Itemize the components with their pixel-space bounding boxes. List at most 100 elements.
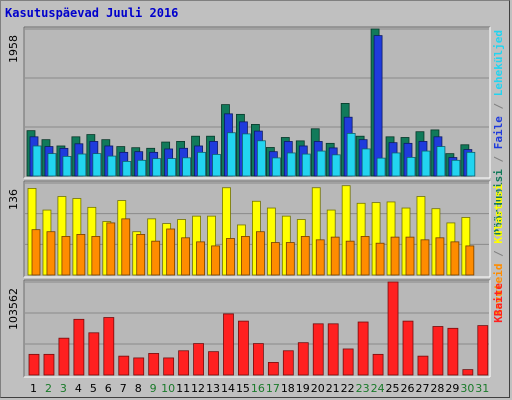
bar-top-lehek-ljed-day-16	[256, 140, 266, 177]
bar-top-lehek-ljed-day-14	[227, 132, 236, 177]
bar-bottom-kbaite-day-3	[58, 337, 70, 376]
bar-top-lehek-ljed-day-5	[92, 153, 102, 177]
bar-middle-arvuteid-day-10	[166, 228, 176, 276]
bar-middle-arvuteid-day-4	[76, 234, 86, 276]
x-tick-label-day-15: 15	[236, 382, 250, 395]
bar-bottom-kbaite-day-6	[103, 317, 115, 376]
bar-middle-arvuteid-day-29	[450, 241, 460, 276]
legend-entry: Leheküljed	[492, 30, 505, 96]
bar-middle-arvuteid-day-18	[285, 242, 295, 276]
bar-top-lehek-ljed-day-29	[451, 159, 461, 177]
panel-middle-ymax-label: 136	[7, 189, 20, 210]
bar-bottom-kbaite-day-23	[357, 321, 369, 376]
x-tick-label-day-3: 3	[60, 382, 67, 395]
bar-bottom-kbaite-day-4	[73, 318, 85, 376]
bar-middle-arvuteid-day-13	[211, 245, 220, 276]
bar-middle-arvuteid-day-30	[465, 245, 475, 276]
bar-top-lehek-ljed-day-23	[361, 148, 371, 177]
bar-middle-arvuteid-day-1	[31, 229, 41, 276]
x-tick-label-day-31: 31	[475, 382, 489, 395]
x-tick-label-day-28: 28	[430, 382, 444, 395]
x-tick-label-day-29: 29	[445, 382, 459, 395]
bar-bottom-kbaite-day-24	[372, 353, 384, 376]
x-tick-label-day-1: 1	[30, 382, 37, 395]
x-tick-label-day-18: 18	[281, 382, 295, 395]
x-tick-label-day-2: 2	[45, 382, 52, 395]
bar-bottom-kbaite-day-12	[193, 343, 204, 376]
bar-top-lehek-ljed-day-25	[391, 152, 401, 177]
bar-top-lehek-ljed-day-4	[77, 153, 87, 177]
x-tick-label-day-21: 21	[326, 382, 340, 395]
bar-bottom-kbaite-day-2	[43, 353, 55, 376]
bar-top-lehek-ljed-day-8	[137, 159, 147, 177]
x-tick-label-day-14: 14	[221, 382, 235, 395]
bar-bottom-kbaite-day-25	[387, 281, 399, 376]
bar-middle-arvuteid-day-3	[61, 236, 71, 276]
bar-bottom-kbaite-day-30	[462, 369, 474, 376]
x-tick-label-day-20: 20	[311, 382, 325, 395]
bar-middle-arvuteid-day-6	[106, 222, 116, 276]
bar-middle-arvuteid-day-25	[390, 236, 400, 276]
bar-top-lehek-ljed-day-2	[47, 153, 57, 177]
bar-top-lehek-ljed-day-18	[286, 152, 296, 177]
bar-bottom-kbaite-day-16	[252, 343, 264, 376]
panel-bottom-ymax-label: 103562	[7, 288, 20, 330]
bar-middle-arvuteid-day-9	[151, 240, 161, 276]
x-tick-label-day-27: 27	[415, 382, 429, 395]
bar-top-lehek-ljed-day-22	[346, 133, 356, 177]
bar-middle-arvuteid-day-8	[136, 234, 146, 276]
bar-top-lehek-ljed-day-11	[182, 157, 192, 177]
bar-middle-arvuteid-day-14	[226, 238, 235, 276]
x-tick-label-day-9: 9	[150, 382, 157, 395]
bar-top-lehek-ljed-day-20	[316, 150, 326, 177]
bar-bottom-kbaite-day-13	[208, 351, 219, 376]
bar-bottom-kbaite-day-8	[133, 357, 145, 376]
bar-middle-arvuteid-day-16	[255, 231, 265, 276]
bar-top-lehek-ljed-day-9	[152, 158, 162, 177]
x-tick-label-day-25: 25	[386, 382, 400, 395]
x-tick-label-day-13: 13	[206, 382, 220, 395]
bar-middle-arvuteid-day-20	[315, 239, 325, 276]
x-tick-label-day-23: 23	[356, 382, 370, 395]
legend-entry: /	[492, 149, 505, 169]
panel-top-legend: Pöördumisi / Faile / Leheküljed	[492, 30, 505, 235]
chart-title: Kasutuspäevad Juuli 2016	[5, 6, 179, 20]
bar-bottom-kbaite-day-20	[312, 323, 324, 376]
bar-bottom-kbaite-day-27	[417, 355, 429, 376]
bar-bottom-kbaite-day-14	[223, 313, 234, 376]
panel-bottom-legend: KBaite	[492, 283, 505, 323]
x-tick-label-day-8: 8	[135, 382, 142, 395]
legend-entry: /	[492, 96, 505, 116]
bar-bottom-kbaite-day-1	[28, 353, 40, 376]
bar-bottom-kbaite-day-19	[297, 342, 309, 376]
bar-bottom-kbaite-day-29	[447, 327, 459, 376]
x-tick-label-day-10: 10	[161, 382, 175, 395]
x-tick-label-day-4: 4	[75, 382, 82, 395]
bar-top-lehek-ljed-day-26	[406, 156, 416, 177]
bar-bottom-kbaite-day-18	[282, 350, 294, 376]
bar-top-faile-day-24	[373, 35, 383, 177]
bar-top-lehek-ljed-day-28	[436, 146, 446, 177]
x-tick-label-day-30: 30	[460, 382, 474, 395]
panel-top-ymax-label: 1958	[7, 35, 20, 63]
bar-top-lehek-ljed-day-13	[212, 154, 221, 177]
legend-entry: /	[492, 244, 505, 264]
bar-bottom-kbaite-day-7	[118, 355, 130, 376]
bar-middle-arvuteid-day-11	[181, 237, 191, 276]
bar-top-lehek-ljed-day-17	[271, 157, 281, 177]
legend-entry: KBaite	[492, 283, 505, 323]
bar-middle-arvuteid-day-22	[345, 240, 355, 276]
bar-top-lehek-ljed-day-6	[107, 155, 117, 177]
bar-bottom-kbaite-day-11	[178, 350, 190, 376]
bar-middle-arvuteid-day-23	[360, 236, 370, 276]
bar-bottom-kbaite-day-17	[267, 362, 279, 376]
bar-bottom-kbaite-day-5	[88, 332, 100, 376]
bar-middle-arvuteid-day-2	[46, 231, 56, 276]
bar-middle-arvuteid-day-26	[405, 236, 415, 276]
x-tick-label-day-7: 7	[120, 382, 127, 395]
bar-middle-arvuteid-day-7	[121, 218, 131, 276]
x-tick-label-day-22: 22	[341, 382, 355, 395]
bar-top-lehek-ljed-day-24	[376, 157, 386, 177]
bar-middle-arvuteid-day-15	[241, 236, 250, 276]
legend-entry: Külastusi	[492, 184, 505, 244]
